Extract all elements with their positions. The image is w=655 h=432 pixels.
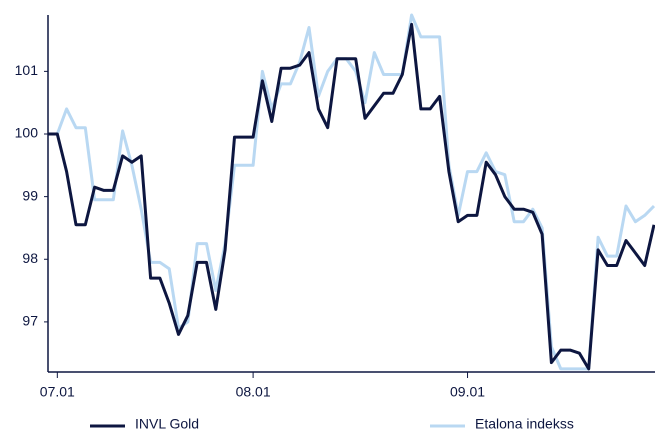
x-tick-label: 07.01 bbox=[40, 384, 75, 400]
legend-label: INVL Gold bbox=[135, 416, 199, 432]
series-line bbox=[48, 13, 655, 371]
series-line bbox=[48, 22, 655, 371]
y-tick-label: 100 bbox=[15, 125, 39, 141]
x-tick-label: 08.01 bbox=[236, 384, 271, 400]
y-tick-label: 99 bbox=[22, 187, 38, 203]
y-tick-label: 101 bbox=[15, 62, 39, 78]
y-tick-label: 98 bbox=[22, 250, 38, 266]
x-tick-label: 09.01 bbox=[450, 384, 485, 400]
legend-label: Etalona indekss bbox=[475, 416, 574, 432]
y-tick-label: 97 bbox=[22, 313, 38, 329]
